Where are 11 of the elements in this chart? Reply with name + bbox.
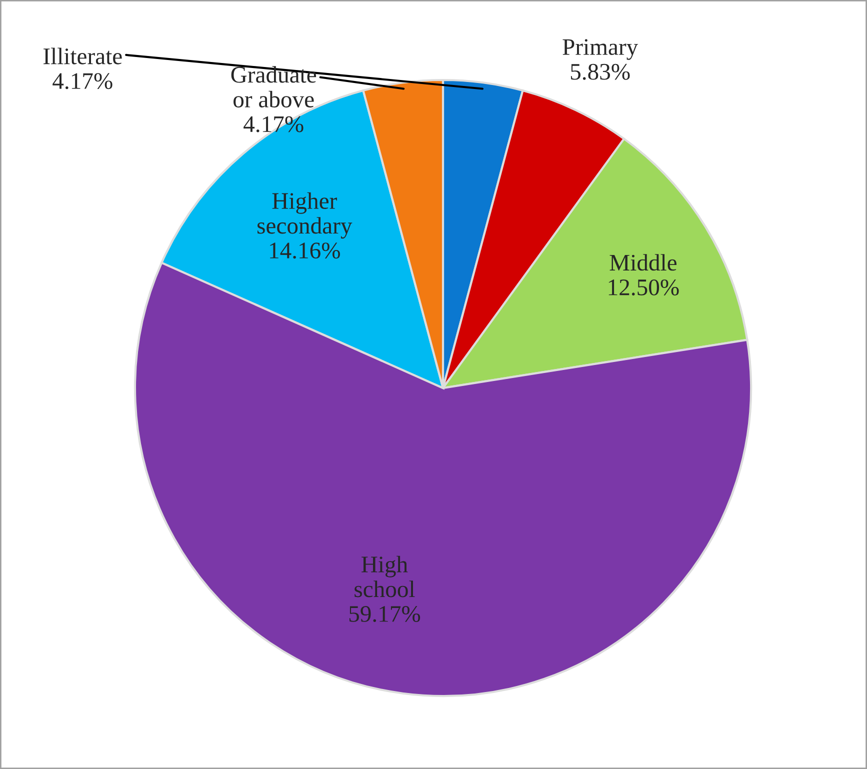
slice-label: Illiterate xyxy=(44,48,122,64)
slice-label: Middle xyxy=(610,254,676,271)
data-label: 4.17% xyxy=(52,73,112,90)
slice-label: Graduate or above xyxy=(231,66,316,108)
slice-label: Higher secondary xyxy=(258,192,352,239)
slice-label: High school xyxy=(354,556,415,598)
data-label: 5.83% xyxy=(570,64,630,80)
data-label: 12.50% xyxy=(608,279,679,296)
data-label: 59.17% xyxy=(349,606,420,622)
data-label: 14.16% xyxy=(270,242,340,259)
slice-label: Primary xyxy=(562,39,638,60)
